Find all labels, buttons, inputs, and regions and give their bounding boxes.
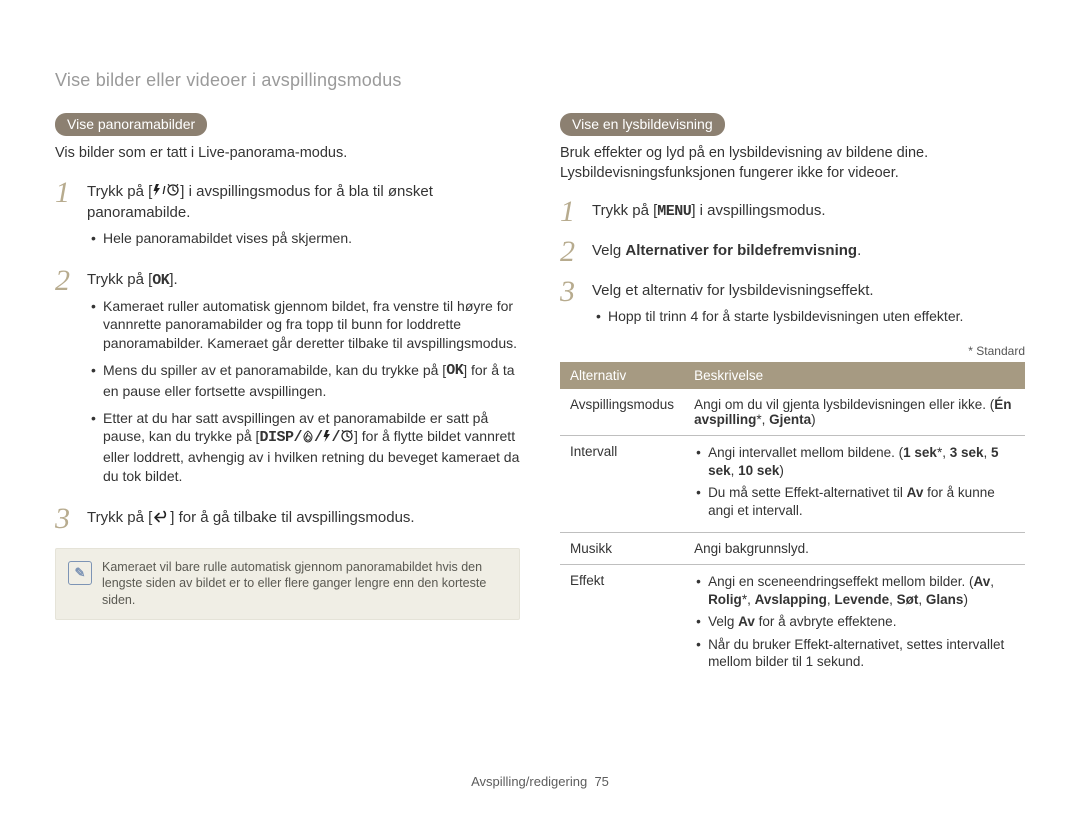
note-box: ✎ Kameraet vil bare rulle automatisk gje… (55, 548, 520, 621)
table-header-option: Alternativ (560, 362, 684, 389)
step-body: Trykk på [MENU] i avspillingsmodus. (592, 197, 826, 222)
right-column: Vise en lysbildevisning Bruk effekter og… (560, 113, 1025, 684)
ok-icon: OK (152, 270, 169, 291)
option-name: Musikk (560, 533, 684, 565)
step-2-slideshow: 2 Velg Alternativer for bildefremvisning… (560, 237, 1025, 267)
step-number: 2 (55, 266, 77, 296)
option-name: Effekt (560, 565, 684, 684)
step-number: 3 (560, 277, 582, 307)
note-text: Kameraet vil bare rulle automatisk gjenn… (102, 559, 503, 610)
page-footer: Avspilling/redigering 75 (0, 774, 1080, 789)
step-2-panorama: 2 Trykk på [OK]. Kameraet ruller automat… (55, 266, 520, 494)
back-icon (152, 507, 170, 528)
option-description: Angi om du vil gjenta lysbildevisningen … (684, 389, 1025, 436)
step-3-panorama: 3 Trykk på [] for å gå tilbake til avspi… (55, 504, 520, 534)
step-number: 1 (560, 197, 582, 227)
sub-bullet: Hopp til trinn 4 for å starte lysbildevi… (592, 307, 963, 326)
table-row: AvspillingsmodusAngi om du vil gjenta ly… (560, 389, 1025, 436)
option-description: Angi en sceneendringseffekt mellom bilde… (684, 565, 1025, 684)
sub-bullet: Kameraet ruller automatisk gjennom bilde… (87, 297, 520, 354)
section-pill-panorama: Vise panoramabilder (55, 113, 207, 136)
sub-bullet: Etter at du har satt avspillingen av et … (87, 409, 520, 486)
table-header-description: Beskrivelse (684, 362, 1025, 389)
option-bullet: Du må sette Effekt-alternativet til Av f… (694, 484, 1015, 519)
slideshow-lead: Bruk effekter og lyd på en lysbildevisni… (560, 144, 1025, 183)
step-3-slideshow: 3 Velg et alternativ for lysbildevisning… (560, 277, 1025, 334)
options-table: Alternativ Beskrivelse AvspillingsmodusA… (560, 362, 1025, 684)
left-column: Vise panoramabilder Vis bilder som er ta… (55, 113, 520, 684)
option-bullet: Angi en sceneendringseffekt mellom bilde… (694, 573, 1015, 608)
step-body: Velg et alternativ for lysbildevisningse… (592, 277, 963, 334)
sub-bullet: Mens du spiller av et panoramabilde, kan… (87, 361, 520, 400)
step-body: Trykk på [] for å gå tilbake til avspill… (87, 504, 415, 529)
option-description: Angi bakgrunnslyd. (684, 533, 1025, 565)
step-number: 2 (560, 237, 582, 267)
option-bullet: Når du bruker Effekt-alternativet, sette… (694, 636, 1015, 671)
option-description: Angi intervallet mellom bildene. (1 sek*… (684, 436, 1025, 533)
note-icon: ✎ (68, 561, 92, 585)
step-body: Trykk på [OK]. Kameraet ruller automatis… (87, 266, 520, 494)
section-pill-slideshow: Vise en lysbildevisning (560, 113, 725, 136)
standard-footnote: * Standard (560, 344, 1025, 358)
disp-macro-flash-timer-icon: DISP/// (259, 428, 354, 448)
manual-page: Vise bilder eller videoer i avspillingsm… (0, 0, 1080, 815)
step-body: Velg Alternativer for bildefremvisning. (592, 237, 861, 261)
flash-timer-icon: / (152, 181, 180, 202)
menu-icon: MENU (657, 201, 691, 222)
step-1-slideshow: 1 Trykk på [MENU] i avspillingsmodus. (560, 197, 1025, 227)
step-1-panorama: 1 Trykk på [/] i avspillingsmodus for å … (55, 178, 520, 256)
option-bullet: Angi intervallet mellom bildene. (1 sek*… (694, 444, 1015, 479)
svg-text:/: / (163, 185, 166, 197)
table-row: Intervall Angi intervallet mellom bildene… (560, 436, 1025, 533)
option-bullet: Velg Av for å avbryte effektene. (694, 613, 1015, 631)
step-body: Trykk på [/] i avspillingsmodus for å bl… (87, 178, 520, 256)
step-number: 1 (55, 178, 77, 208)
option-name: Avspillingsmodus (560, 389, 684, 436)
table-row: Effekt Angi en sceneendringseffekt mellom… (560, 565, 1025, 684)
table-row: MusikkAngi bakgrunnslyd. (560, 533, 1025, 565)
sub-bullet: Hele panoramabildet vises på skjermen. (87, 229, 520, 248)
ok-icon: OK (446, 361, 463, 381)
page-title: Vise bilder eller videoer i avspillingsm… (55, 70, 1025, 91)
panorama-lead: Vis bilder som er tatt i Live-panorama-m… (55, 144, 520, 164)
step-number: 3 (55, 504, 77, 534)
option-name: Intervall (560, 436, 684, 533)
content-columns: Vise panoramabilder Vis bilder som er ta… (55, 113, 1025, 684)
